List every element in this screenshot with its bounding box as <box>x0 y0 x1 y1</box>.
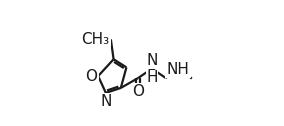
Text: N: N <box>146 53 158 68</box>
Text: O: O <box>85 69 97 84</box>
Text: O: O <box>132 84 144 99</box>
Text: H: H <box>146 70 158 85</box>
Text: NH: NH <box>166 62 189 77</box>
Text: N: N <box>100 94 112 109</box>
Text: CH₃: CH₃ <box>81 32 109 47</box>
